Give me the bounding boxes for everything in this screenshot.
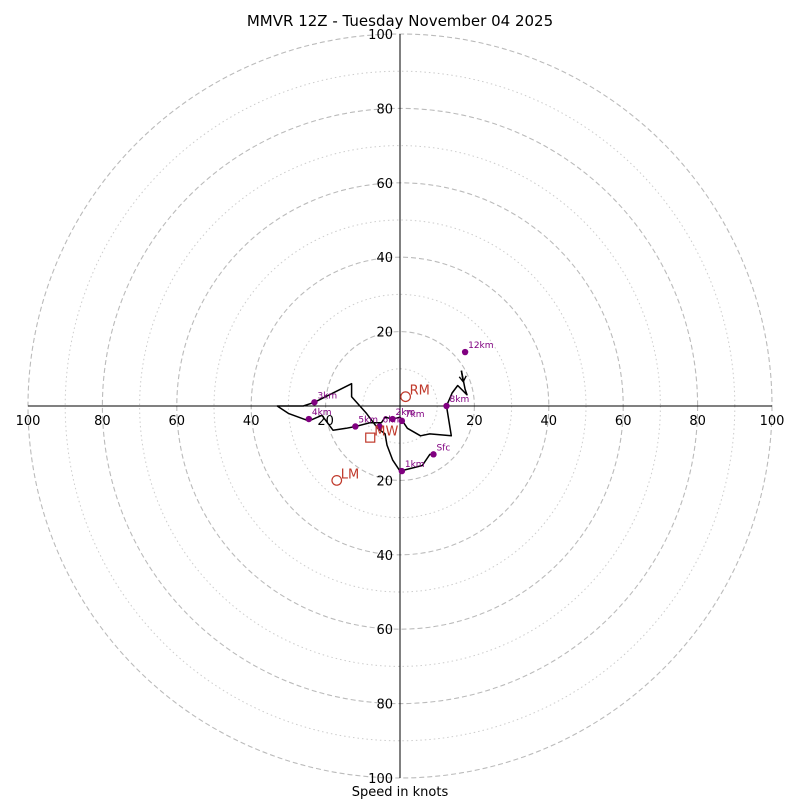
y-tick-label: 20	[376, 474, 393, 489]
height-label-1km: 1km	[405, 460, 425, 470]
x-tick-label: 80	[94, 414, 111, 429]
hodograph-trace-line	[276, 370, 468, 472]
height-label-5km: 5km	[358, 415, 378, 425]
y-tick-label: 20	[376, 326, 393, 341]
chart-title: MMVR 12Z - Tuesday November 04 2025	[247, 12, 553, 30]
storm-motion-label-LM: LM	[341, 467, 359, 482]
height-marker-5km	[352, 423, 359, 430]
tick-labels: 100 80 60 40 20 20 40 60 80 100100806040202040608…	[16, 28, 785, 787]
height-label-8km: 8km	[450, 395, 470, 405]
x-tick-label: 60	[169, 414, 186, 429]
height-marker-6km	[376, 423, 383, 430]
storm-motion-marker-LM	[331, 475, 343, 486]
storm-motion-markers: RM LM MW	[331, 384, 430, 486]
trace-barb-shaft	[460, 370, 464, 382]
storm-motion-label-RM: RM	[410, 384, 430, 399]
height-marker-3km	[311, 399, 318, 406]
y-tick-label: 40	[376, 549, 393, 564]
x-tick-label: 80	[689, 414, 706, 429]
x-tick-label: 40	[243, 414, 260, 429]
height-marker-Sfc	[430, 451, 437, 458]
x-tick-label: 60	[615, 414, 632, 429]
y-tick-label: 100	[368, 28, 393, 43]
height-marker-7km	[398, 417, 406, 425]
x-tick-label: 40	[541, 414, 558, 429]
y-tick-label: 80	[376, 102, 393, 117]
axes	[28, 34, 772, 778]
height-marker-12km	[461, 348, 469, 356]
height-label-12km: 12km	[468, 341, 493, 351]
trace-barb-head	[458, 375, 467, 384]
height-marker-4km	[305, 415, 313, 423]
x-tick-label: 100	[16, 414, 41, 429]
wind-trace	[276, 370, 468, 472]
y-tick-label: 80	[376, 698, 393, 713]
height-label-3km: 3km	[317, 391, 337, 401]
x-tick-label: 20	[466, 414, 483, 429]
height-marker-1km	[398, 467, 406, 475]
height-marker-2km	[389, 415, 396, 423]
height-label-2km: 2km	[396, 408, 416, 418]
y-tick-label: 100	[368, 772, 393, 787]
storm-motion-marker-MW	[365, 432, 376, 443]
storm-motion-label-MW: MW	[374, 425, 398, 440]
height-label-Sfc: Sfc	[436, 443, 450, 453]
height-marker-8km	[443, 402, 450, 410]
height-label-4km: 4km	[312, 408, 332, 418]
y-tick-label: 60	[376, 177, 393, 192]
height-label-6km: 6km	[383, 415, 403, 425]
x-tick-label: 100	[760, 414, 785, 429]
y-tick-label: 40	[376, 251, 393, 266]
y-tick-label: 60	[376, 623, 393, 638]
storm-motion-marker-RM	[400, 391, 411, 403]
x-axis-label: Speed in knots	[352, 785, 449, 800]
height-label-7km: 7km	[405, 410, 425, 420]
